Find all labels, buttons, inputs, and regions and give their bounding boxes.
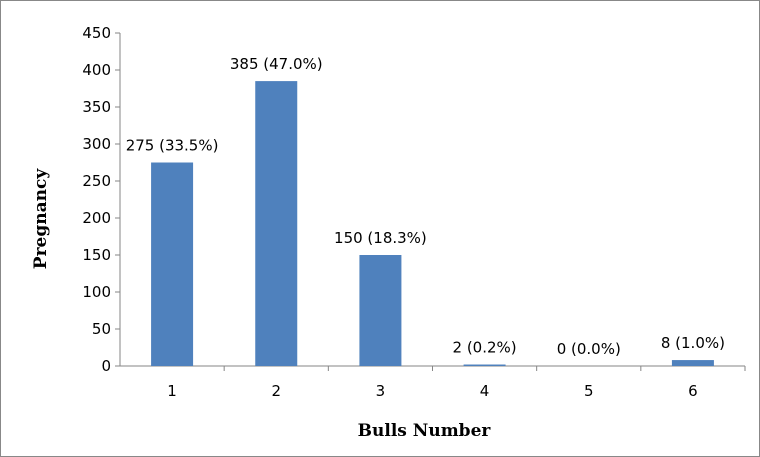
bar (151, 162, 194, 366)
x-tick-label: 2 (271, 382, 281, 400)
y-axis-title: Pregnancy (31, 168, 51, 270)
x-axis-ticks: 1 2 3 4 5 6 (167, 366, 746, 400)
data-labels: 275 (33.5%) 385 (47.0%) 150 (18.3%) 2 (0.2%… (126, 55, 725, 358)
x-axis-title: Bulls Number (358, 421, 492, 441)
bar-data-label: 2 (0.2%) (453, 339, 517, 357)
bar-data-label: 8 (1.0%) (661, 334, 725, 352)
bar-data-label: 150 (18.3%) (334, 229, 427, 247)
y-tick-label: 50 (92, 320, 111, 338)
chart-axes (119, 33, 745, 367)
y-tick-label: 100 (82, 283, 111, 301)
bar (359, 255, 402, 366)
bar-data-label: 0 (0.0%) (557, 340, 621, 358)
y-tick-label: 300 (82, 135, 111, 153)
bar (255, 81, 298, 366)
bar-series (151, 81, 714, 366)
bar (671, 360, 714, 366)
y-tick-label: 150 (82, 246, 111, 264)
x-tick-label: 3 (376, 382, 386, 400)
x-tick-label: 5 (584, 382, 594, 400)
y-tick-label: 0 (101, 357, 111, 375)
y-tick-label: 450 (82, 24, 111, 42)
x-tick-label: 1 (167, 382, 177, 400)
y-tick-label: 200 (82, 209, 111, 227)
bar-data-label: 385 (47.0%) (230, 55, 323, 73)
y-tick-label: 400 (82, 61, 111, 79)
y-axis-ticks: 0 50 100 150 200 250 300 350 400 450 (82, 24, 120, 375)
bar-data-label: 275 (33.5%) (126, 137, 219, 155)
x-tick-label: 6 (688, 382, 698, 400)
y-tick-label: 250 (82, 172, 111, 190)
y-tick-label: 350 (82, 98, 111, 116)
x-tick-label: 4 (480, 382, 490, 400)
bar (463, 364, 506, 366)
